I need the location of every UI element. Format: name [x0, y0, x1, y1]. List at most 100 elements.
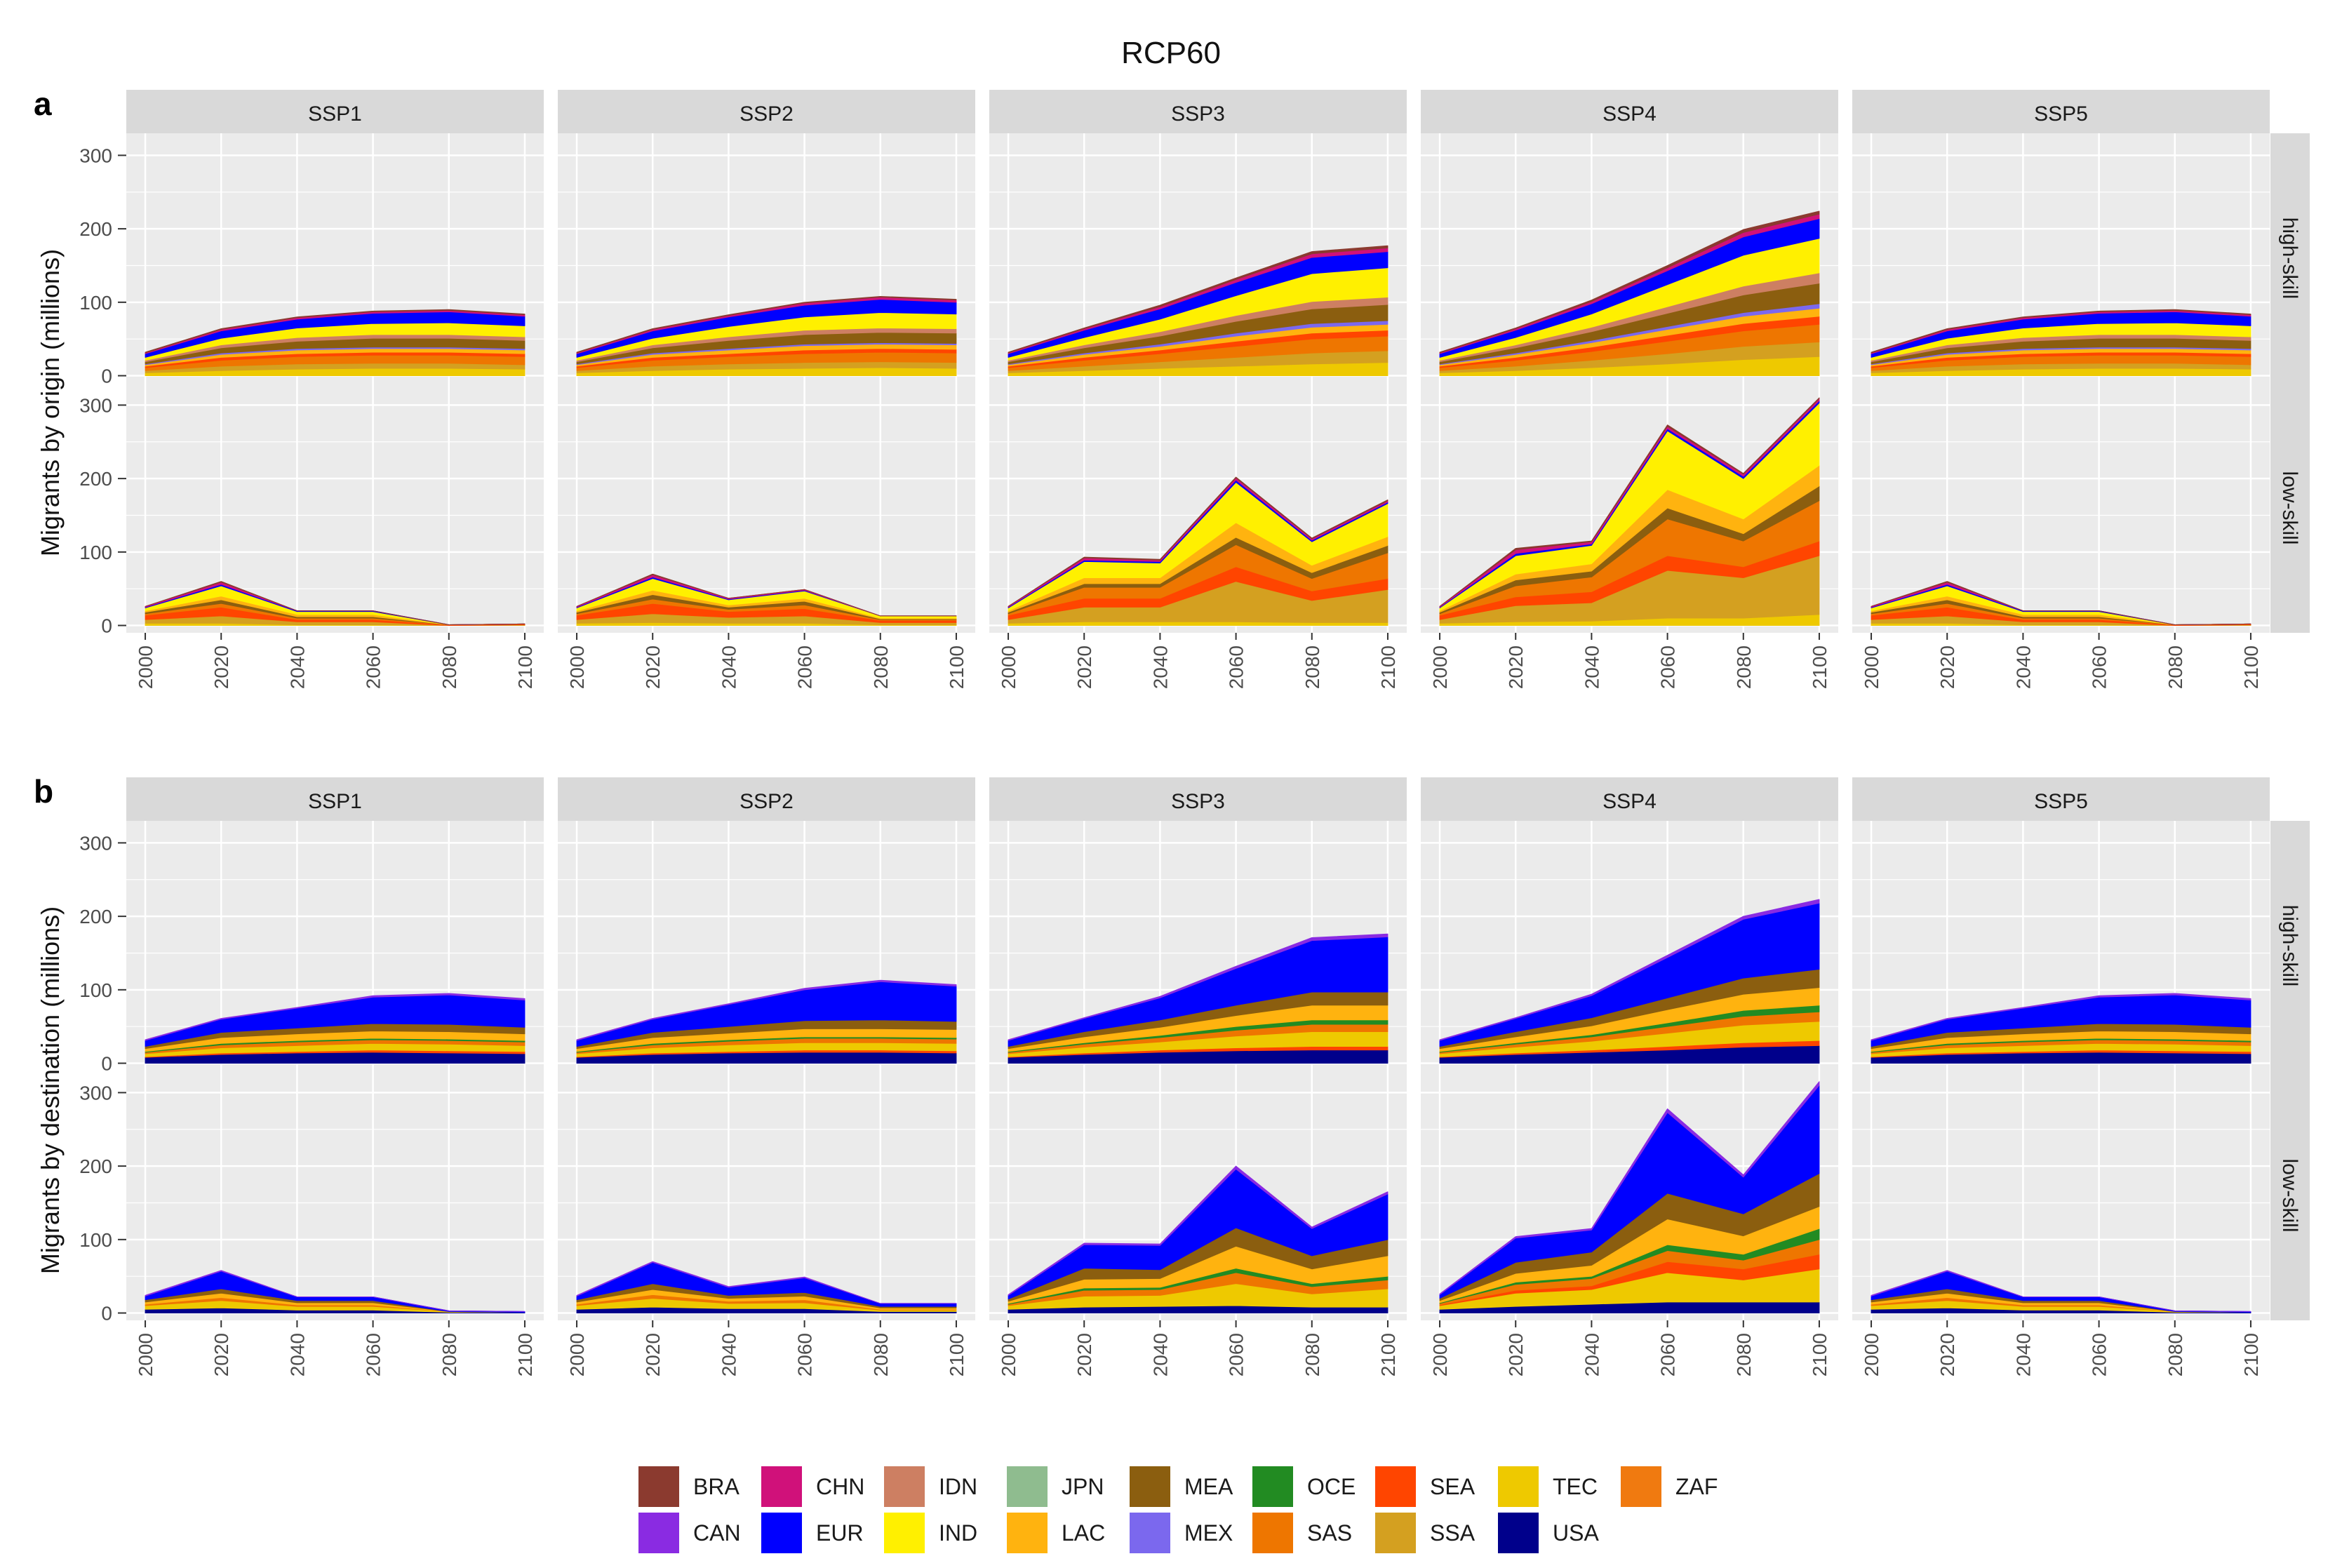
strip-label: SSP3 — [1171, 102, 1225, 126]
strip-label: SSP2 — [740, 102, 794, 126]
legend-label-mea: MEA — [1184, 1474, 1233, 1499]
area-bra — [576, 295, 957, 354]
legend-key-zaf — [1621, 1466, 1661, 1507]
x-tick-label: 2040 — [1581, 1333, 1602, 1376]
area-bra — [1008, 476, 1389, 607]
x-tick-label: 2000 — [135, 645, 156, 689]
y-tick-label: 0 — [101, 1303, 112, 1325]
x-tick-label: 2000 — [566, 1333, 588, 1376]
x-tick-label: 2060 — [363, 645, 384, 689]
legend-label-jpn: JPN — [1062, 1474, 1104, 1499]
strip-a-SSP1 — [126, 90, 544, 133]
area-can — [1008, 933, 1389, 1041]
y-tick-label: 300 — [79, 1082, 112, 1104]
y-axis-title: Migrants by destination (millions) — [36, 906, 65, 1274]
legend-label-idn: IDN — [939, 1474, 977, 1499]
legend-key-ind — [884, 1513, 925, 1553]
y-tick-label: 200 — [79, 906, 112, 927]
x-tick-label: 2000 — [1861, 645, 1882, 689]
x-tick-label: 2080 — [2164, 645, 2186, 689]
legend-label-sas: SAS — [1307, 1520, 1352, 1546]
legend-key-jpn — [1007, 1466, 1048, 1507]
x-tick-label: 2100 — [514, 1333, 536, 1376]
legend-label-usa: USA — [1553, 1520, 1599, 1546]
x-tick-label: 2000 — [1861, 1333, 1882, 1376]
x-tick-label: 2000 — [1429, 1333, 1451, 1376]
y-tick-label: 0 — [101, 366, 112, 387]
area-bra — [1871, 309, 2251, 354]
strip-label: SSP5 — [2034, 102, 2088, 126]
x-tick-label: 2080 — [439, 645, 460, 689]
x-tick-label: 2060 — [1226, 645, 1247, 689]
area-bra — [576, 573, 957, 617]
x-tick-label: 2100 — [1377, 645, 1399, 689]
area-can — [1871, 993, 2251, 1041]
x-tick-label: 2020 — [210, 1333, 232, 1376]
area-can — [1439, 1081, 1820, 1295]
x-tick-label: 2080 — [870, 1333, 892, 1376]
legend-key-sas — [1252, 1513, 1293, 1553]
x-tick-label: 2100 — [946, 1333, 968, 1376]
row-strip-low-skill — [2270, 383, 2310, 633]
x-tick-label: 2080 — [1733, 1333, 1755, 1376]
x-tick-label: 2100 — [2240, 1333, 2262, 1376]
panels: a SSP1 SSP2 SSP3 SSP4 SSP5 Migrants by origin … — [34, 86, 2310, 1376]
x-tick-label: 2080 — [870, 645, 892, 689]
legend-key-lac — [1007, 1513, 1048, 1553]
x-tick-label: 2040 — [718, 645, 740, 689]
x-tick-label: 2060 — [363, 1333, 384, 1376]
y-tick-label: 100 — [79, 1229, 112, 1251]
x-tick-label: 2020 — [1936, 1333, 1958, 1376]
x-tick-label: 2040 — [1149, 645, 1171, 689]
legend-key-mea — [1130, 1466, 1170, 1507]
row-strip-label: high-skill — [2278, 217, 2301, 300]
x-tick-label: 2080 — [2164, 1333, 2186, 1376]
legend-key-ssa — [1375, 1513, 1416, 1553]
row-strip-high-skill — [2270, 133, 2310, 383]
x-tick-label: 2040 — [1581, 645, 1602, 689]
y-tick-label: 200 — [79, 468, 112, 490]
x-tick-label: 2020 — [1505, 1333, 1527, 1376]
row-strip-label: low-skill — [2278, 471, 2301, 545]
x-tick-label: 2060 — [1657, 1333, 1679, 1376]
strip-label: SSP1 — [308, 790, 362, 813]
row-strip-label: low-skill — [2278, 1159, 2301, 1233]
x-tick-label: 2060 — [2089, 1333, 2110, 1376]
strip-label: SSP4 — [1602, 790, 1657, 813]
legend-label-lac: LAC — [1062, 1520, 1105, 1546]
x-tick-label: 2000 — [998, 645, 1019, 689]
area-can — [145, 993, 526, 1041]
x-tick-label: 2100 — [1809, 645, 1831, 689]
x-tick-label: 2080 — [1733, 645, 1755, 689]
panel-a: a SSP1 SSP2 SSP3 SSP4 SSP5 Migrants by origin … — [34, 86, 2310, 689]
legend-label-sea: SEA — [1430, 1474, 1476, 1499]
legend-key-bra — [638, 1466, 679, 1507]
legend-key-mex — [1130, 1513, 1170, 1553]
x-tick-label: 2040 — [718, 1333, 740, 1376]
x-tick-label: 2040 — [1149, 1333, 1171, 1376]
strip-a-SSP2 — [558, 90, 975, 133]
x-tick-label: 2020 — [1936, 645, 1958, 689]
row-strip-high-skill — [2270, 821, 2310, 1071]
strip-label: SSP5 — [2034, 790, 2088, 813]
x-tick-label: 2080 — [1302, 1333, 1323, 1376]
strip-label: SSP1 — [308, 102, 362, 126]
legend: BRA CAN CHN EUR IDN IND JPN LAC MEA MEX OCE SAS SEA S… — [638, 1466, 1718, 1553]
x-tick-label: 2100 — [1809, 1333, 1831, 1376]
x-tick-label: 2100 — [1377, 1333, 1399, 1376]
legend-key-usa — [1498, 1513, 1539, 1553]
legend-key-tec — [1498, 1466, 1539, 1507]
y-tick-label: 300 — [79, 832, 112, 854]
legend-key-chn — [761, 1466, 802, 1507]
legend-label-tec: TEC — [1553, 1474, 1598, 1499]
y-tick-label: 100 — [79, 292, 112, 314]
x-tick-label: 2000 — [135, 1333, 156, 1376]
y-tick-label: 0 — [101, 615, 112, 637]
y-tick-label: 300 — [79, 145, 112, 166]
y-tick-label: 200 — [79, 218, 112, 240]
row-strip-label: high-skill — [2278, 905, 2301, 987]
strip-b-SSP3 — [989, 777, 1407, 821]
y-tick-label: 0 — [101, 1053, 112, 1075]
strip-b-SSP5 — [1852, 777, 2270, 821]
